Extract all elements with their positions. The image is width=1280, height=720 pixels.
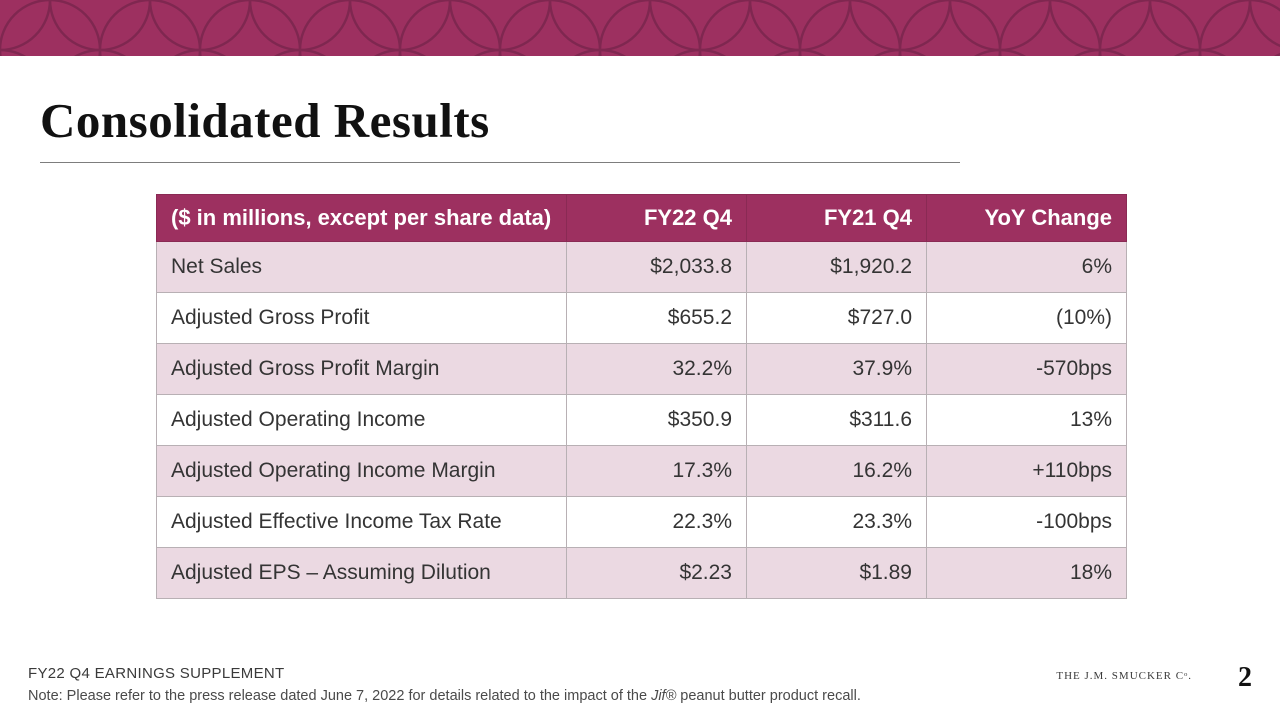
cell-yoy: +110bps bbox=[927, 446, 1127, 497]
slide: Consolidated Results ($ in millions, exc… bbox=[0, 0, 1280, 720]
footnote-suffix: peanut butter product recall. bbox=[676, 688, 861, 704]
cell-yoy: (10%) bbox=[927, 293, 1127, 344]
table-row: Adjusted Operating Income $350.9 $311.6 … bbox=[157, 395, 1127, 446]
col-header-yoy: YoY Change bbox=[927, 195, 1127, 242]
cell-fy21q4: $311.6 bbox=[747, 395, 927, 446]
cell-fy22q4: 17.3% bbox=[567, 446, 747, 497]
cell-fy22q4: $655.2 bbox=[567, 293, 747, 344]
footnote-prefix: Note: Please refer to the press release … bbox=[28, 688, 651, 704]
cell-fy22q4: $2.23 bbox=[567, 548, 747, 599]
cell-metric: Adjusted Gross Profit bbox=[157, 293, 567, 344]
table-row: Adjusted Gross Profit Margin 32.2% 37.9%… bbox=[157, 344, 1127, 395]
cell-metric: Net Sales bbox=[157, 242, 567, 293]
decorative-top-band bbox=[0, 0, 1280, 56]
table-row: Net Sales $2,033.8 $1,920.2 6% bbox=[157, 242, 1127, 293]
cell-yoy: 6% bbox=[927, 242, 1127, 293]
col-header-fy21q4: FY21 Q4 bbox=[747, 195, 927, 242]
results-table: ($ in millions, except per share data) F… bbox=[156, 194, 1127, 599]
cell-metric: Adjusted Operating Income Margin bbox=[157, 446, 567, 497]
col-header-fy22q4: FY22 Q4 bbox=[567, 195, 747, 242]
cell-fy21q4: $727.0 bbox=[747, 293, 927, 344]
table-row: Adjusted EPS – Assuming Dilution $2.23 $… bbox=[157, 548, 1127, 599]
table-row: Adjusted Gross Profit $655.2 $727.0 (10%… bbox=[157, 293, 1127, 344]
company-logo-text: THE J.M. SMUCKER Cᵒ. bbox=[1056, 670, 1192, 682]
page-number: 2 bbox=[1238, 662, 1252, 694]
cell-fy21q4: 16.2% bbox=[747, 446, 927, 497]
cell-fy21q4: 23.3% bbox=[747, 497, 927, 548]
cell-yoy: -570bps bbox=[927, 344, 1127, 395]
footnote: Note: Please refer to the press release … bbox=[28, 688, 1252, 704]
cell-yoy: -100bps bbox=[927, 497, 1127, 548]
cell-metric: Adjusted Effective Income Tax Rate bbox=[157, 497, 567, 548]
cell-metric: Adjusted EPS – Assuming Dilution bbox=[157, 548, 567, 599]
cell-yoy: 13% bbox=[927, 395, 1127, 446]
col-header-metric: ($ in millions, except per share data) bbox=[157, 195, 567, 242]
cell-fy22q4: 32.2% bbox=[567, 344, 747, 395]
table-row: Adjusted Effective Income Tax Rate 22.3%… bbox=[157, 497, 1127, 548]
cell-metric: Adjusted Operating Income bbox=[157, 395, 567, 446]
cell-fy21q4: $1.89 bbox=[747, 548, 927, 599]
results-table-container: ($ in millions, except per share data) F… bbox=[156, 194, 1126, 599]
cell-yoy: 18% bbox=[927, 548, 1127, 599]
table-row: Adjusted Operating Income Margin 17.3% 1… bbox=[157, 446, 1127, 497]
cell-fy22q4: $350.9 bbox=[567, 395, 747, 446]
slide-title: Consolidated Results bbox=[40, 92, 960, 149]
cell-fy22q4: 22.3% bbox=[567, 497, 747, 548]
footnote-italic: Jif® bbox=[651, 688, 676, 704]
cell-fy21q4: 37.9% bbox=[747, 344, 927, 395]
earnings-supplement-label: FY22 Q4 EARNINGS SUPPLEMENT bbox=[28, 665, 285, 682]
cell-metric: Adjusted Gross Profit Margin bbox=[157, 344, 567, 395]
slide-footer: FY22 Q4 EARNINGS SUPPLEMENT THE J.M. SMU… bbox=[28, 665, 1252, 704]
cell-fy21q4: $1,920.2 bbox=[747, 242, 927, 293]
title-underline bbox=[40, 162, 960, 163]
cell-fy22q4: $2,033.8 bbox=[567, 242, 747, 293]
quatrefoil-pattern-icon bbox=[0, 0, 1280, 56]
table-header-row: ($ in millions, except per share data) F… bbox=[157, 195, 1127, 242]
